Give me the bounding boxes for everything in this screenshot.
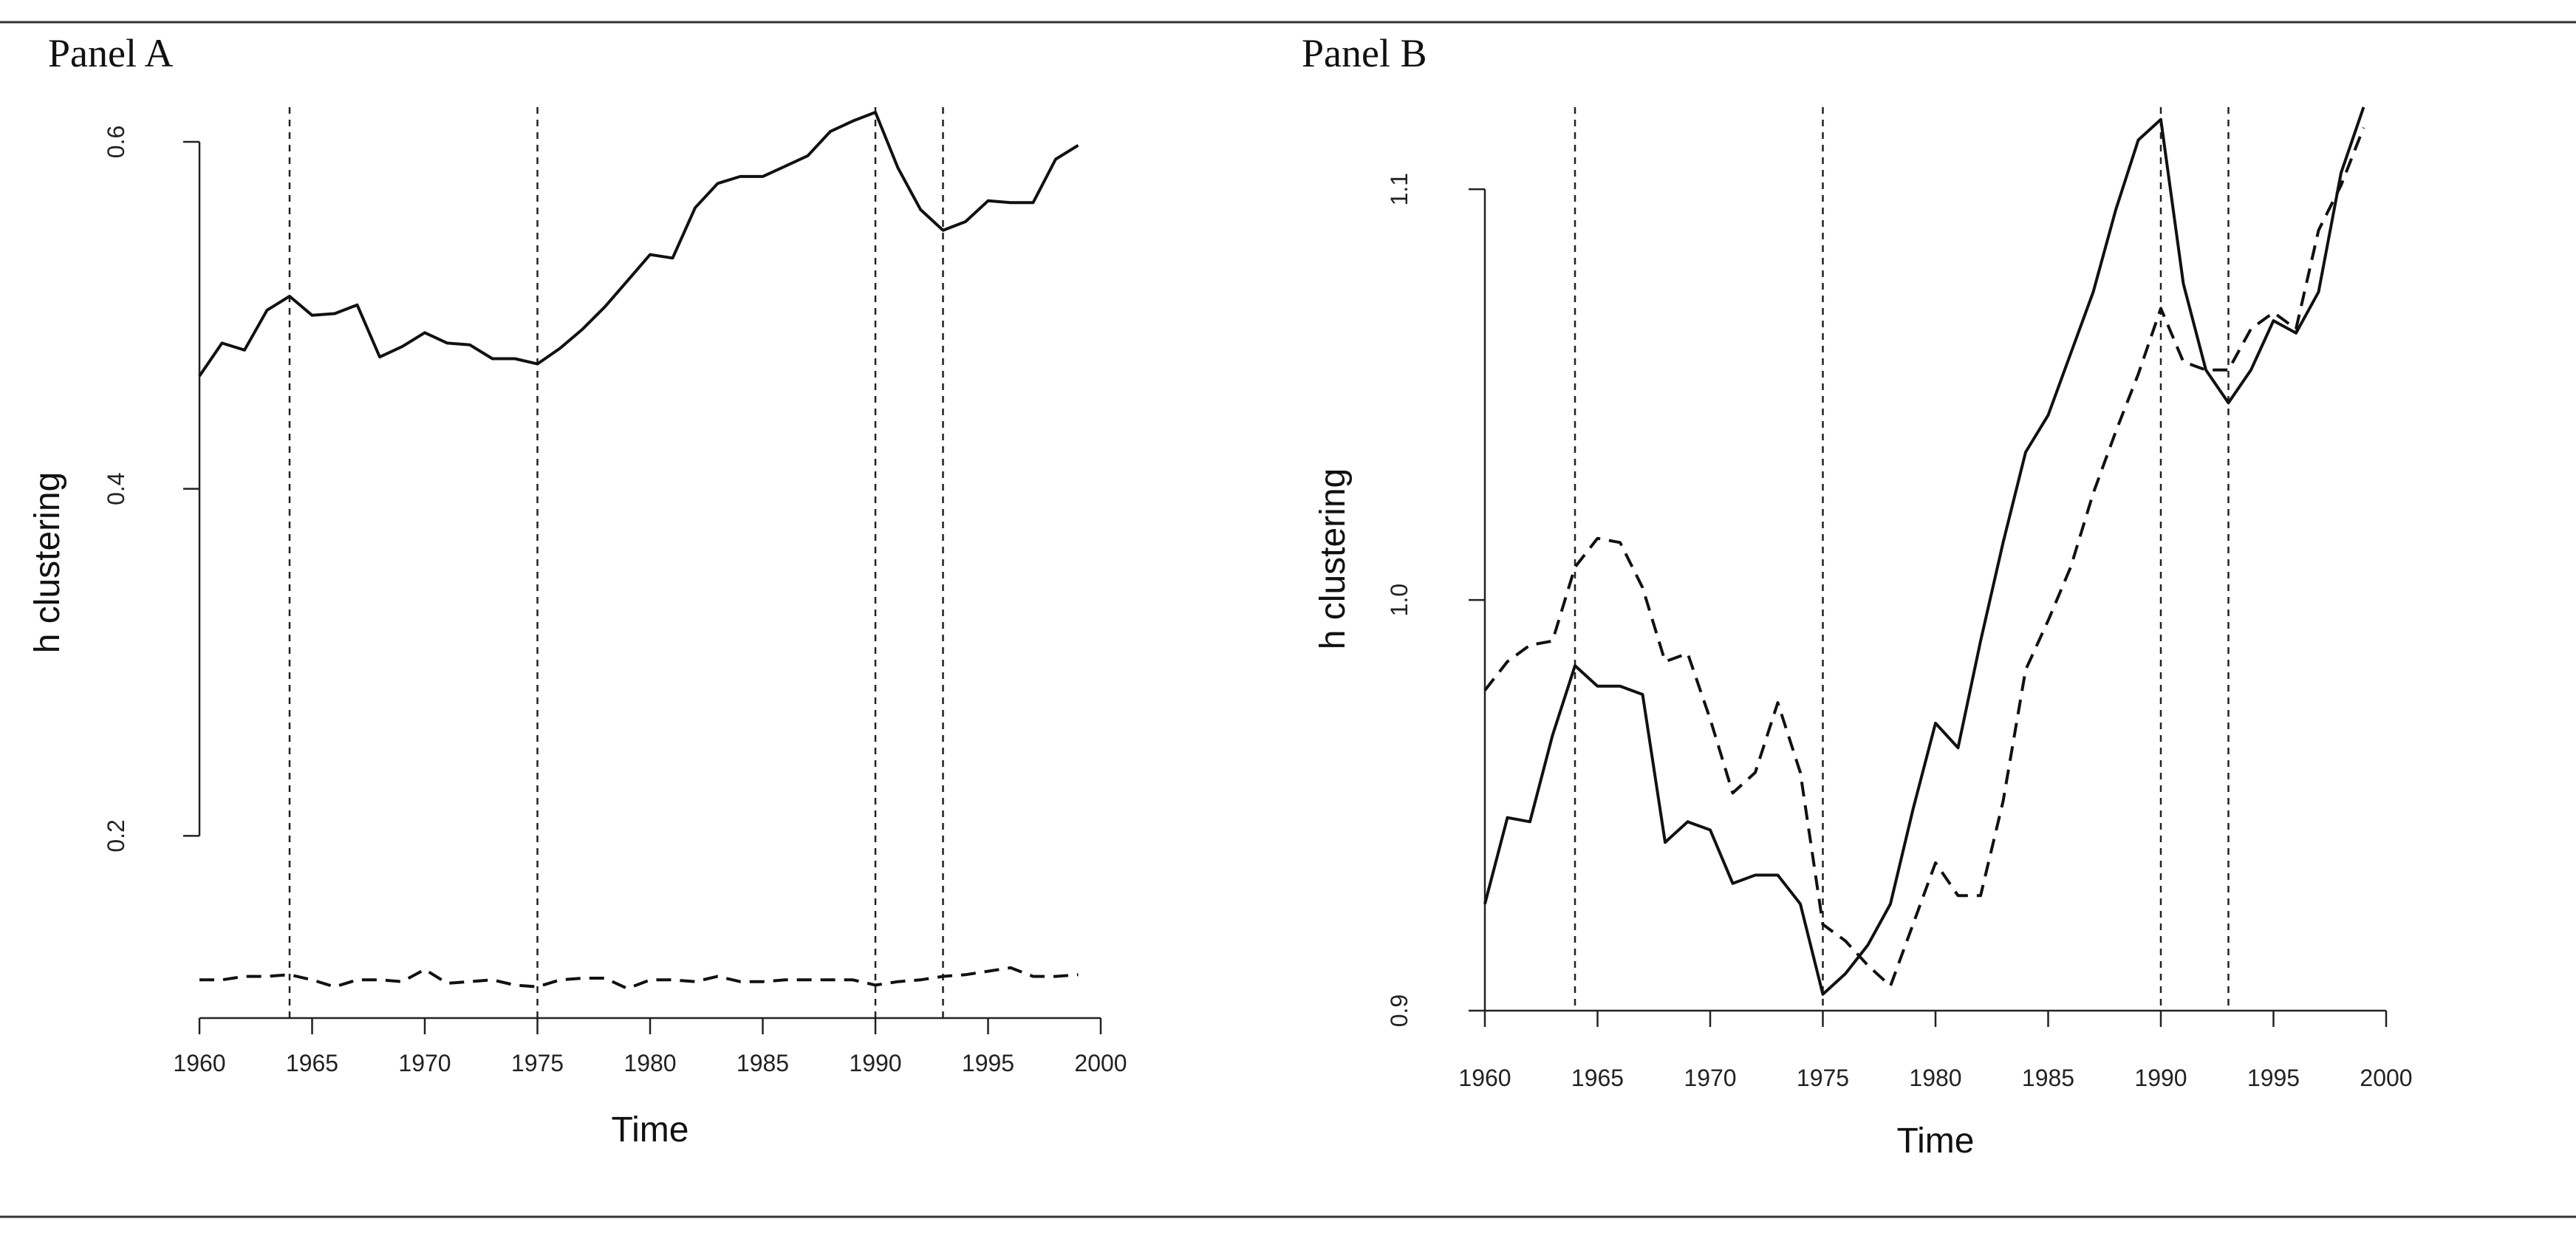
x-tick-label: 1980: [623, 1050, 676, 1076]
panel-title: Panel A: [48, 31, 174, 75]
y-tick-label: 0.9: [1386, 994, 1412, 1027]
panel-b: Panel B 1960 1965 1970 1975 1980 1985 1990 1995 2…: [1302, 31, 2413, 1161]
x-tick-label: 1970: [398, 1050, 451, 1076]
y-tick-label: 1.0: [1386, 584, 1412, 616]
y-axis-label: h clustering: [28, 472, 67, 653]
x-tick-label: 1965: [1571, 1065, 1624, 1091]
series-line-solid: [198, 111, 1079, 378]
y-tick-label: 0.6: [103, 126, 129, 158]
y-axis-label: h clustering: [1313, 468, 1353, 649]
y-tick-label: 0.2: [103, 819, 129, 852]
x-tick-label: 1970: [1684, 1065, 1736, 1091]
series-line-dashed: [1483, 127, 2365, 988]
x-tick-label: 1995: [962, 1050, 1014, 1076]
x-tick-label: 1965: [286, 1050, 338, 1076]
series-line-dashed: [199, 966, 1079, 991]
panel-a: Panel A 1960 1965 1970 1975 1980 1985 1990 1995 2…: [28, 31, 1127, 1150]
x-tick-label: 1995: [2247, 1065, 2300, 1091]
x-tick-label: 1975: [1797, 1065, 1849, 1091]
x-tick-label: 1990: [2134, 1065, 2187, 1091]
x-tick-label: 1960: [173, 1050, 225, 1076]
x-tick-label: 1975: [511, 1050, 564, 1076]
y-tick-label: 0.4: [103, 472, 129, 505]
x-tick-label: 1990: [849, 1050, 901, 1076]
panel-title: Panel B: [1302, 31, 1427, 75]
x-tick-label: 1985: [2022, 1065, 2074, 1091]
y-tick-label: 1.1: [1386, 173, 1412, 205]
x-tick-label: 2000: [2360, 1065, 2412, 1091]
x-tick-label: 1980: [1909, 1065, 1961, 1091]
series-line-solid: [1483, 106, 2365, 996]
x-axis-label: Time: [612, 1110, 689, 1150]
x-tick-label: 1985: [737, 1050, 789, 1076]
x-tick-label: 2000: [1074, 1050, 1127, 1076]
x-axis-label: Time: [1897, 1121, 1975, 1161]
x-tick-label: 1960: [1458, 1065, 1511, 1091]
